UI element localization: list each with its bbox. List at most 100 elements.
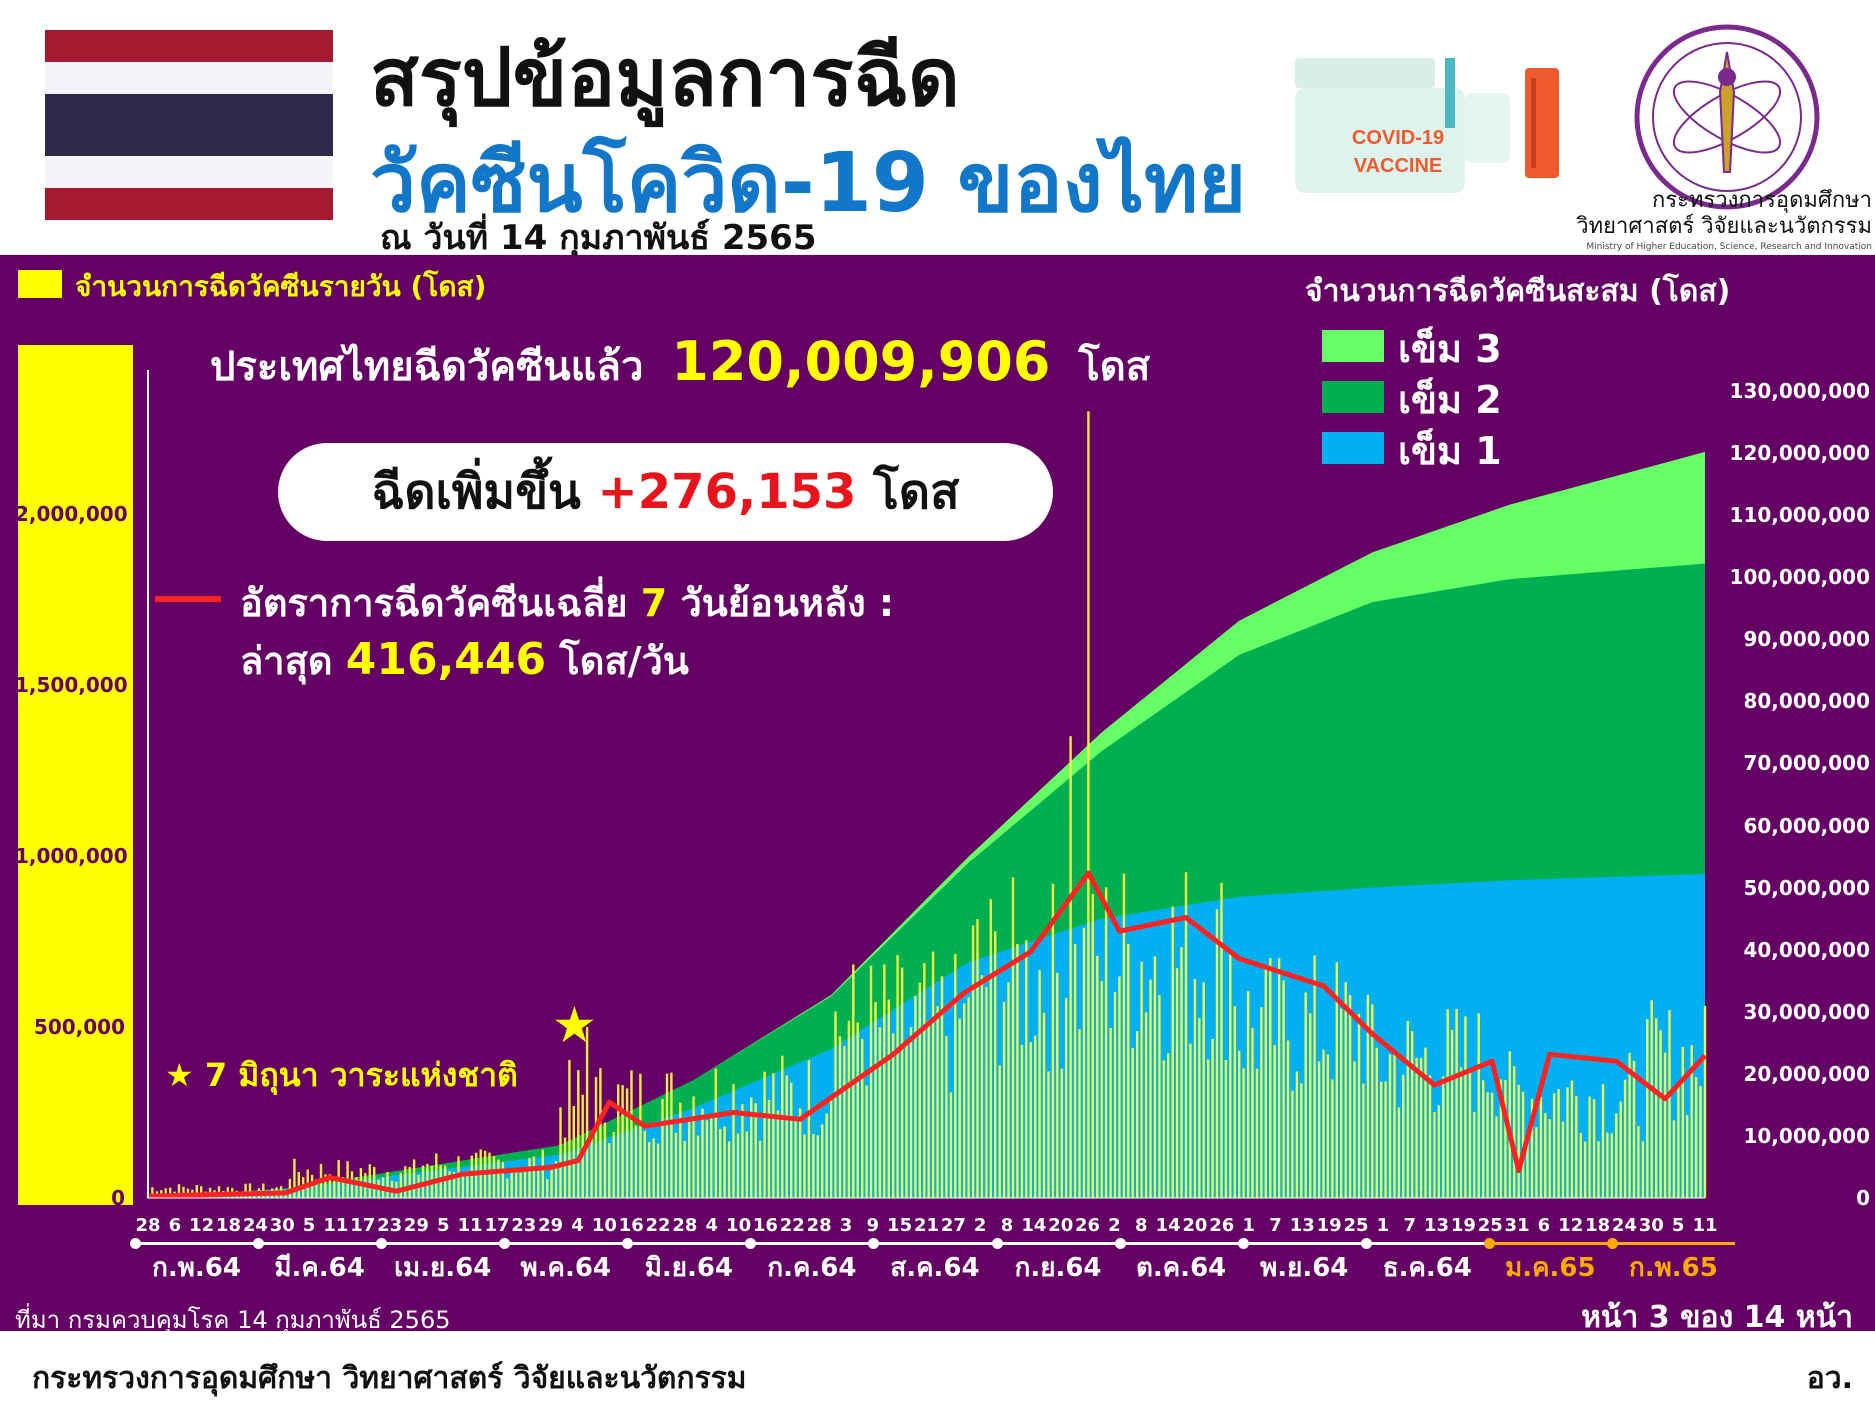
daily-bar xyxy=(1331,1079,1334,1198)
daily-bar xyxy=(1184,872,1188,1198)
daily-bar xyxy=(1668,1010,1671,1198)
x-day-tick: 22 xyxy=(779,1215,805,1236)
daily-bar xyxy=(1282,980,1285,1198)
footer-org: กระทรวงการอุดมศึกษา วิทยาศาสตร์ วิจัยและ… xyxy=(32,1361,747,1396)
page-subtitle: วัคซีนโควิด-19 ของไทย xyxy=(370,136,1247,231)
daily-bar xyxy=(386,1171,389,1198)
daily-bar xyxy=(869,965,873,1198)
daily-bar xyxy=(963,1003,966,1198)
daily-bar xyxy=(883,964,886,1198)
left-axis-tick-label: 1,000,000 xyxy=(15,843,128,868)
daily-bar xyxy=(1610,1133,1613,1198)
daily-bar xyxy=(1277,958,1281,1198)
daily-bar xyxy=(1681,1047,1684,1198)
daily-bar xyxy=(262,1183,265,1198)
daily-bar xyxy=(497,1159,500,1198)
daily-bar xyxy=(732,1083,735,1198)
daily-bar xyxy=(1207,1059,1210,1198)
daily-bar xyxy=(661,1099,664,1198)
daily-bar xyxy=(399,1172,402,1198)
daily-bar xyxy=(1526,1136,1529,1198)
x-day-tick: 13 xyxy=(1424,1215,1450,1236)
daily-bar xyxy=(1051,883,1055,1198)
daily-bar xyxy=(785,1075,788,1198)
daily-bar xyxy=(1291,1090,1294,1198)
x-day-tick: 4 xyxy=(571,1215,584,1236)
daily-bar xyxy=(834,1011,837,1198)
daily-increase-value: +276,153 xyxy=(597,464,857,520)
daily-bar xyxy=(1659,1030,1662,1198)
x-day-tick: 14 xyxy=(1155,1215,1181,1236)
daily-bar xyxy=(1641,1141,1645,1198)
daily-bar xyxy=(1215,909,1219,1198)
daily-bar xyxy=(1322,1049,1325,1198)
daily-bar xyxy=(1211,1038,1214,1198)
daily-bar xyxy=(758,1140,762,1198)
timeline-dot xyxy=(1606,1238,1618,1249)
daily-bar xyxy=(541,1149,544,1198)
daily-bar xyxy=(705,1120,709,1198)
daily-bar xyxy=(151,1187,154,1198)
daily-bar xyxy=(1650,1000,1653,1198)
x-day-tick: 7 xyxy=(1403,1215,1416,1236)
daily-bar xyxy=(887,999,890,1198)
daily-bar xyxy=(452,1171,456,1198)
daily-bar xyxy=(244,1183,247,1198)
x-month-label: ก.พ.64 xyxy=(152,1253,241,1283)
daily-bar xyxy=(670,1072,673,1198)
daily-bar xyxy=(1140,961,1143,1198)
avg-legend-line xyxy=(155,596,221,602)
daily-bar xyxy=(856,1022,859,1198)
daily-bar xyxy=(590,1134,593,1198)
daily-bar xyxy=(1411,1031,1414,1198)
daily-bar xyxy=(1153,956,1157,1198)
daily-bar xyxy=(501,1162,505,1198)
daily-bar xyxy=(958,1018,961,1198)
daily-bar xyxy=(1149,979,1152,1198)
daily-bar xyxy=(679,1102,682,1198)
x-day-tick: 25 xyxy=(1343,1215,1369,1236)
x-day-tick: 23 xyxy=(377,1215,403,1236)
daily-bar xyxy=(940,976,944,1198)
left-axis-tick-label: 2,000,000 xyxy=(15,501,128,526)
x-day-tick: 19 xyxy=(1316,1215,1342,1236)
daily-bar xyxy=(1490,1092,1494,1198)
daily-bar xyxy=(945,1036,948,1198)
daily-bar xyxy=(794,1116,797,1198)
daily-bar xyxy=(408,1167,411,1198)
daily-bar xyxy=(825,1113,828,1198)
daily-bar xyxy=(1477,1013,1480,1198)
daily-bar xyxy=(790,1082,793,1198)
x-day-tick: 2 xyxy=(1108,1215,1121,1236)
daily-bar xyxy=(1357,1013,1361,1198)
left-axis-tick-label: 0 xyxy=(111,1186,125,1210)
daily-bar xyxy=(865,1085,868,1198)
daily-increase-pill: ฉีดเพิ่มขึ้น +276,153 โดส xyxy=(278,443,1053,541)
daily-bar xyxy=(665,1073,669,1198)
daily-bar xyxy=(701,1108,704,1198)
daily-bar xyxy=(1144,1012,1148,1198)
daily-bar xyxy=(648,1142,651,1198)
daily-bar xyxy=(1623,1079,1627,1198)
legend-swatch-dose1 xyxy=(1322,432,1384,464)
daily-bar xyxy=(1646,1019,1649,1198)
x-day-tick: 22 xyxy=(645,1215,671,1236)
daily-bar xyxy=(1069,736,1072,1198)
legend-label-dose1: เข็ม 1 xyxy=(1398,429,1502,473)
daily-bar xyxy=(1100,981,1103,1198)
x-day-tick: 26 xyxy=(1075,1215,1101,1236)
avg-latest: ล่าสุด 416,446 โดส/วัน xyxy=(240,634,689,685)
x-day-tick: 27 xyxy=(940,1215,966,1236)
daily-bar xyxy=(1326,1054,1330,1198)
right-axis-tick-label: 10,000,000 xyxy=(1743,1123,1870,1148)
daily-bar xyxy=(719,1128,722,1198)
x-day-tick: 11 xyxy=(457,1215,483,1236)
daily-bar xyxy=(1561,1121,1565,1198)
daily-bar xyxy=(1242,1068,1245,1198)
x-day-tick: 10 xyxy=(726,1215,752,1236)
x-day-tick: 25 xyxy=(1477,1215,1503,1236)
daily-bar xyxy=(1699,1086,1702,1198)
daily-bar xyxy=(603,1122,607,1198)
timeline-dot xyxy=(868,1238,880,1249)
